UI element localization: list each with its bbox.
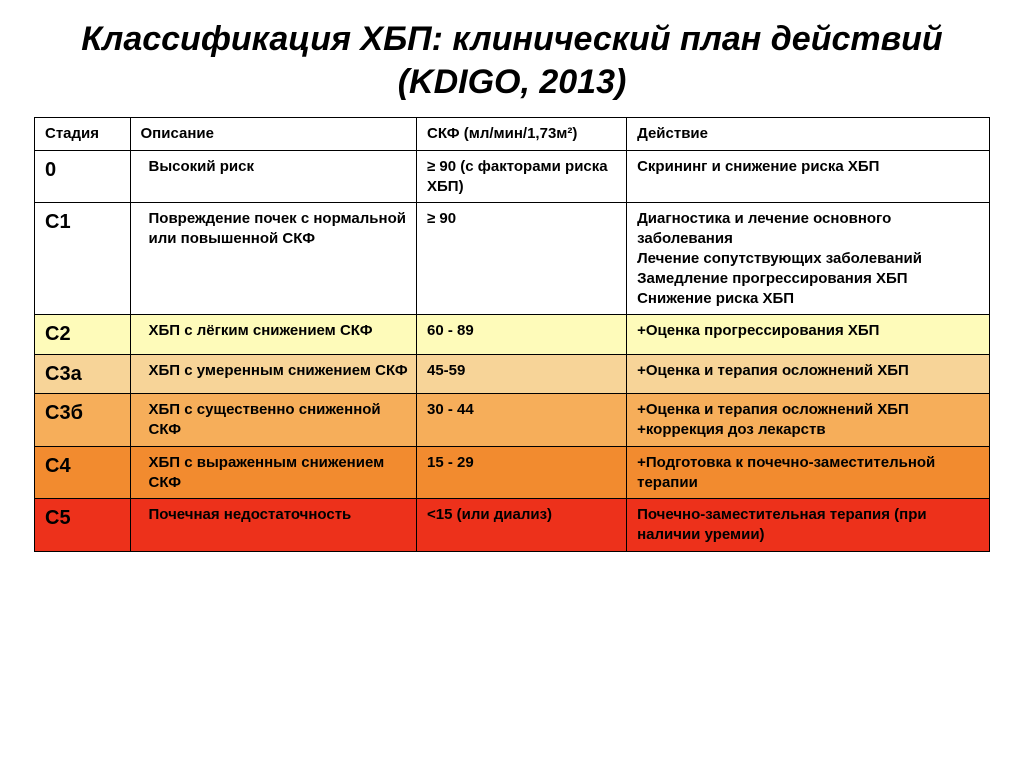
table-row: С3аХБП с умеренным снижением СКФ45-59+Оц… (35, 354, 990, 393)
description-cell: ХБП с существенно сниженной СКФ (130, 394, 417, 447)
description-cell: Повреждение почек с нормальной или повыш… (130, 203, 417, 315)
gfr-cell: 15 - 29 (417, 446, 627, 499)
table-header-row: Стадия Описание СКФ (мл/мин/1,73м²) Дейс… (35, 118, 990, 151)
ckd-table: Стадия Описание СКФ (мл/мин/1,73м²) Дейс… (34, 117, 990, 552)
gfr-cell: 60 - 89 (417, 315, 627, 354)
stage-cell: С1 (35, 203, 131, 315)
gfr-cell: ≥ 90 (с факторами риска ХБП) (417, 150, 627, 203)
table-row: 0Высокий риск≥ 90 (с факторами риска ХБП… (35, 150, 990, 203)
action-cell: Почечно-заместительная терапия (при нали… (627, 499, 990, 552)
header-desc: Описание (130, 118, 417, 151)
description-cell: ХБП с умеренным снижением СКФ (130, 354, 417, 393)
action-cell: +Оценка и терапия осложнений ХБП (627, 354, 990, 393)
action-cell: Диагностика и лечение основного заболева… (627, 203, 990, 315)
header-stage: Стадия (35, 118, 131, 151)
action-cell: +Подготовка к почечно-заместительной тер… (627, 446, 990, 499)
action-cell: +Оценка прогрессирования ХБП (627, 315, 990, 354)
table-row: С3бХБП с существенно сниженной СКФ30 - 4… (35, 394, 990, 447)
table-row: С4ХБП с выраженным снижением СКФ15 - 29+… (35, 446, 990, 499)
stage-cell: С4 (35, 446, 131, 499)
table-row: С1Повреждение почек с нормальной или пов… (35, 203, 990, 315)
stage-cell: С3а (35, 354, 131, 393)
description-cell: ХБП с выраженным снижением СКФ (130, 446, 417, 499)
action-cell: +Оценка и терапия осложнений ХБП +коррек… (627, 394, 990, 447)
gfr-cell: 45-59 (417, 354, 627, 393)
gfr-cell: ≥ 90 (417, 203, 627, 315)
stage-cell: С2 (35, 315, 131, 354)
description-cell: Высокий риск (130, 150, 417, 203)
stage-cell: С5 (35, 499, 131, 552)
page-title: Классификация ХБП: клинический план дейс… (34, 18, 990, 103)
header-gfr: СКФ (мл/мин/1,73м²) (417, 118, 627, 151)
description-cell: ХБП с лёгким снижением СКФ (130, 315, 417, 354)
gfr-cell: 30 - 44 (417, 394, 627, 447)
table-row: С2ХБП с лёгким снижением СКФ60 - 89+Оцен… (35, 315, 990, 354)
header-action: Действие (627, 118, 990, 151)
stage-cell: 0 (35, 150, 131, 203)
gfr-cell: <15 (или диализ) (417, 499, 627, 552)
stage-cell: С3б (35, 394, 131, 447)
action-cell: Скрининг и снижение риска ХБП (627, 150, 990, 203)
table-row: С5Почечная недостаточность<15 (или диали… (35, 499, 990, 552)
description-cell: Почечная недостаточность (130, 499, 417, 552)
